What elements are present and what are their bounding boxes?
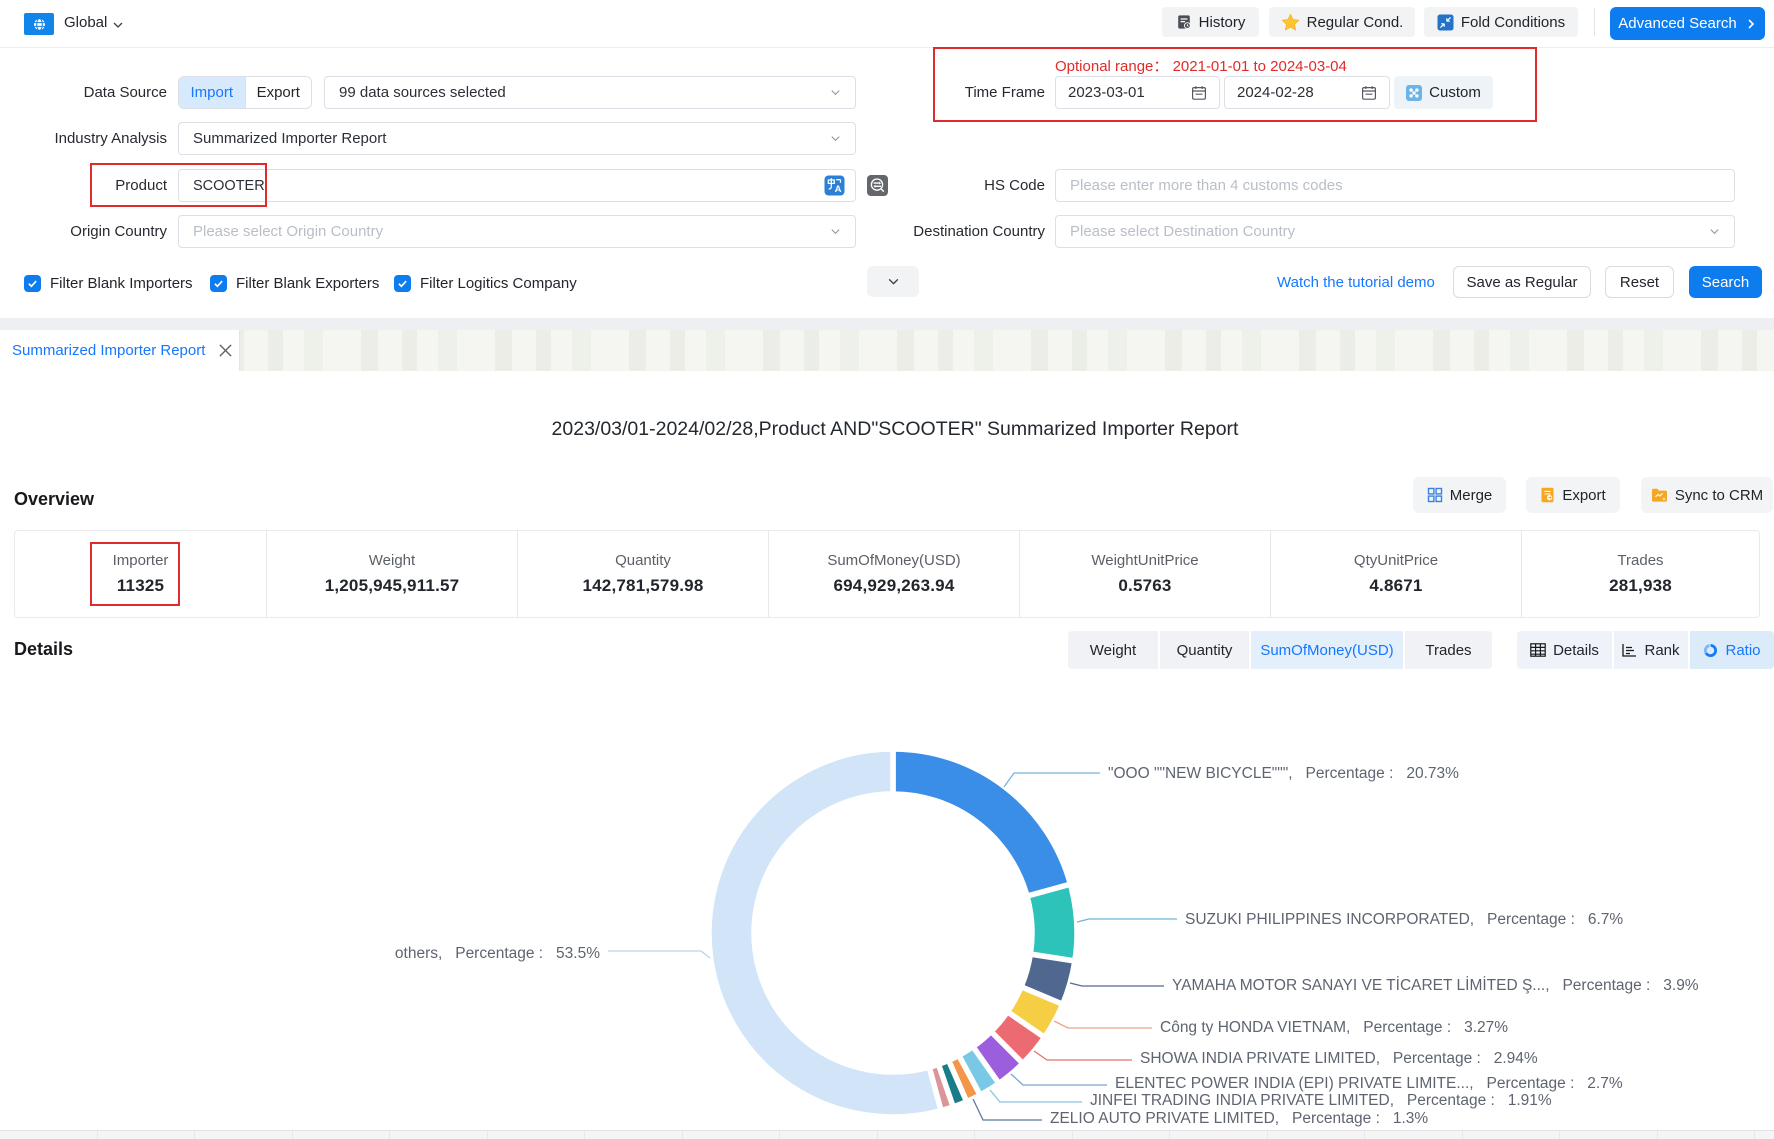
svg-text:Công ty HONDA VIETNAM, Perce: Công ty HONDA VIETNAM, Percentage : 3.27… [1160, 1019, 1508, 1036]
svg-text:"OOO ""NEW BICYCLE""", Perce: "OOO ""NEW BICYCLE""", Percentage : 20.7… [1108, 765, 1459, 782]
svg-text:others, Percentage : 53.5%: others, Percentage : 53.5% [395, 945, 600, 962]
svg-text:SUZUKI PHILIPPINES INCORPORATE: SUZUKI PHILIPPINES INCORPORATED, Percent… [1185, 911, 1623, 928]
svg-text:YAMAHA MOTOR SANAYI VE TİCARET: YAMAHA MOTOR SANAYI VE TİCARET LİMİTED Ş… [1172, 976, 1699, 994]
svg-text:JINFEI TRADING INDIA PRIVATE L: JINFEI TRADING INDIA PRIVATE LIMITED, Pe… [1090, 1092, 1552, 1109]
svg-text:ELENTEC POWER INDIA (EPI) PRIV: ELENTEC POWER INDIA (EPI) PRIVATE LIMITE… [1115, 1075, 1623, 1092]
svg-text:ZELIO AUTO PRIVATE LIMITED,: ZELIO AUTO PRIVATE LIMITED, Percentage :… [1050, 1110, 1428, 1127]
svg-text:SHOWA INDIA PRIVATE LIMITED,: SHOWA INDIA PRIVATE LIMITED, Percentage … [1140, 1050, 1538, 1067]
svg-text:A: A [835, 184, 842, 195]
